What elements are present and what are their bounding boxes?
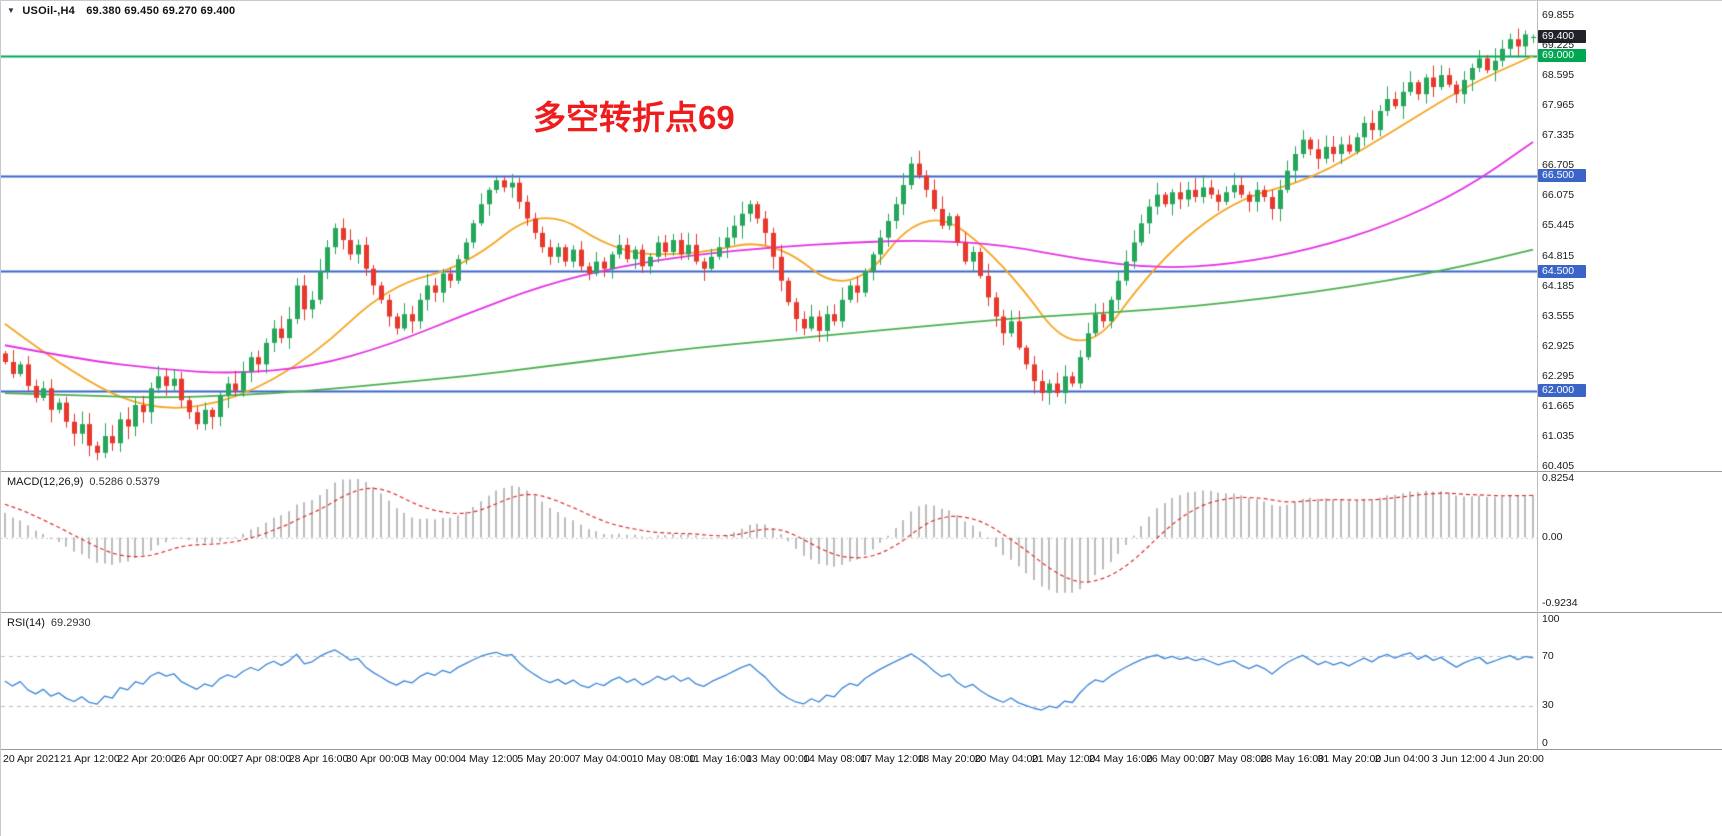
time-axis-label: 26 May 00:00 [1146, 753, 1210, 765]
price-axis-badge: 62.000 [1538, 384, 1586, 398]
price-axis-label: 69.225 [1542, 38, 1575, 51]
time-axis-label: 31 May 20:00 [1317, 753, 1382, 765]
price-axis-label: 61.035 [1542, 430, 1575, 443]
price-axis-label: 61.665 [1542, 400, 1575, 413]
time-axis-label: 5 May 20:00 [517, 753, 576, 765]
rsi-axis-label: 70 [1542, 649, 1554, 662]
rsi-axis-label: 0 [1542, 736, 1548, 749]
time-axis-label: 21 May 12:00 [1031, 753, 1096, 765]
panel-separator[interactable] [1, 749, 1722, 750]
rsi-panel: RSI(14) 69.2930 100 70 30 0 [1, 613, 1722, 749]
time-axis-label: 4 May 12:00 [460, 753, 519, 765]
rsi-chart-canvas[interactable] [1, 613, 1537, 749]
macd-values: 0.5286 0.5379 [89, 476, 160, 488]
time-axis-label: 27 May 08:00 [1203, 753, 1267, 765]
price-axis-badge: 69.400 [1538, 30, 1586, 44]
price-axis-label: 66.705 [1542, 159, 1575, 172]
time-axis-label: 20 Apr 2021 [3, 753, 60, 765]
price-axis-label: 67.335 [1542, 129, 1575, 142]
time-axis-label: 3 May 00:00 [403, 753, 461, 765]
price-chart-panel: ▼ USOil-,H4 69.380 69.450 69.270 69.400 … [1, 1, 1722, 473]
price-axis-label: 64.185 [1542, 279, 1575, 292]
time-axis-label: 13 May 00:00 [746, 753, 810, 765]
time-axis-label: 2 Jun 04:00 [1374, 753, 1430, 765]
time-axis-label: 3 Jun 12:00 [1431, 753, 1487, 765]
macd-chart-canvas[interactable] [1, 472, 1537, 612]
axis-separator-line [1537, 1, 1538, 749]
chart-title: ▼ USOil-,H4 69.380 69.450 69.270 69.400 [7, 5, 235, 17]
rsi-label: RSI(14) 69.2930 [7, 617, 91, 629]
price-axis-badge: 64.500 [1538, 264, 1586, 278]
rsi-axis-label: 100 [1542, 612, 1560, 625]
symbol-label: USOil-,H4 [22, 5, 75, 17]
macd-axis[interactable]: 0.8254 0.00 -0.9234 [1537, 472, 1722, 612]
time-axis-label: 17 May 12:00 [860, 753, 924, 765]
time-axis-label: 7 May 04:00 [574, 753, 633, 765]
time-axis-label: 20 May 04:00 [974, 753, 1039, 765]
macd-label: MACD(12,26,9) 0.5286 0.5379 [7, 476, 160, 488]
time-axis-label: 28 May 16:00 [1260, 753, 1325, 765]
price-axis-label: 62.925 [1542, 339, 1575, 352]
macd-axis-label: -0.9234 [1542, 596, 1578, 609]
time-axis-label: 21 Apr 12:00 [60, 753, 120, 765]
annotation-text[interactable]: 多空转折点69 [533, 99, 735, 136]
time-axis-label: 27 Apr 08:00 [231, 753, 292, 765]
rsi-value: 69.2930 [50, 617, 91, 629]
price-axis-badge: 66.500 [1538, 169, 1586, 183]
price-axis-label: 60.405 [1542, 460, 1575, 473]
symbol-dropdown-icon[interactable]: ▼ [7, 6, 16, 15]
price-axis-label: 63.555 [1542, 309, 1575, 322]
time-axis-label: 10 May 08:00 [631, 753, 696, 765]
panel-separator[interactable] [1, 612, 1722, 613]
price-axis[interactable]: 69.855 69.400 69.225 69.000 68.595 67.965 67.3… [1537, 1, 1722, 473]
price-axis-label: 66.075 [1542, 189, 1575, 202]
macd-panel: MACD(12,26,9) 0.5286 0.5379 0.8254 0.00 -0.… [1, 472, 1722, 612]
time-axis-label: 30 Apr 00:00 [345, 753, 406, 765]
rsi-axis-label: 30 [1542, 699, 1554, 712]
price-axis-label: 67.965 [1542, 98, 1575, 111]
time-axis-label: 14 May 08:00 [803, 753, 867, 765]
time-axis[interactable]: 20 Apr 2021 21 Apr 12:00 22 Apr 20:00 26 Ap… [1, 750, 1722, 770]
ohlc-values: 69.380 69.450 69.270 69.400 [86, 5, 236, 17]
time-axis-label: 22 Apr 20:00 [117, 753, 177, 765]
macd-axis-label: 0.00 [1542, 531, 1563, 544]
time-axis-label: 26 Apr 00:00 [174, 753, 235, 765]
candlestick-chart-canvas[interactable] [1, 1, 1537, 471]
price-axis-label: 69.855 [1542, 8, 1575, 21]
time-axis-label: 28 Apr 16:00 [288, 753, 349, 765]
macd-axis-label: 0.8254 [1542, 472, 1575, 485]
panel-separator[interactable] [1, 471, 1722, 472]
time-axis-label: 4 Jun 20:00 [1489, 753, 1544, 765]
time-axis-label: 11 May 16:00 [688, 753, 752, 765]
price-axis-badge: 69.000 [1538, 49, 1586, 63]
rsi-axis[interactable]: 100 70 30 0 [1537, 613, 1722, 749]
price-axis-label: 65.445 [1542, 219, 1575, 232]
price-axis-label: 68.595 [1542, 68, 1575, 81]
time-axis-label: 24 May 16:00 [1088, 753, 1153, 765]
price-axis-label: 64.815 [1542, 249, 1575, 262]
time-axis-label: 18 May 20:00 [917, 753, 982, 765]
price-axis-label: 62.295 [1542, 370, 1575, 383]
